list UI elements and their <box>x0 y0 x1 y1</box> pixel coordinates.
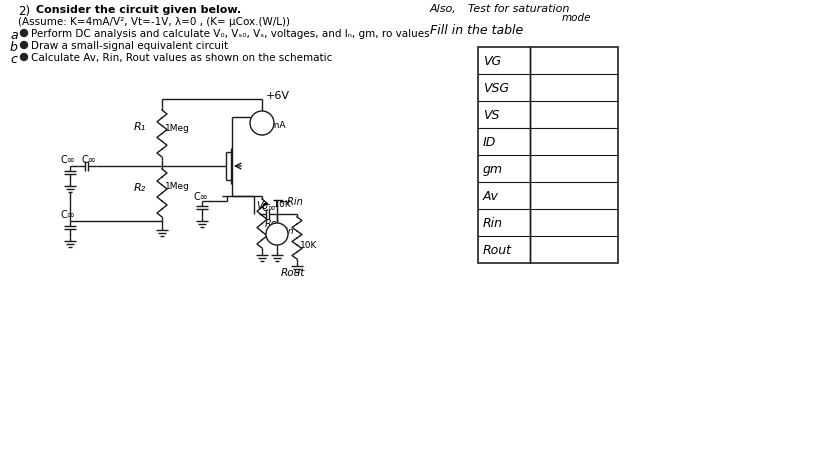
Text: Av: Av <box>483 190 499 202</box>
Text: ← 10K: ← 10K <box>263 200 291 208</box>
Text: ID: ID <box>483 136 496 149</box>
Text: mode: mode <box>562 13 591 23</box>
Text: R₂: R₂ <box>134 183 147 193</box>
Text: C∞: C∞ <box>61 155 75 165</box>
Text: 10K: 10K <box>300 241 318 249</box>
Text: a: a <box>10 29 18 42</box>
Circle shape <box>266 224 288 246</box>
Text: (Assume: K=4mA/V², Vt=-1V, λ=0 , (K= μCox.(W/L)): (Assume: K=4mA/V², Vt=-1V, λ=0 , (K= μCo… <box>18 17 290 27</box>
Text: ~: ~ <box>273 230 283 241</box>
Bar <box>478 48 618 263</box>
Text: gm: gm <box>483 162 503 176</box>
Circle shape <box>250 112 274 136</box>
Text: Rout: Rout <box>483 243 512 257</box>
Text: 2): 2) <box>18 5 30 18</box>
Text: C∞: C∞ <box>262 202 277 213</box>
Text: Calculate Av, Rin, Rout values as shown on the schematic: Calculate Av, Rin, Rout values as shown … <box>31 53 333 63</box>
Circle shape <box>20 54 28 62</box>
Text: vin: vin <box>280 226 294 235</box>
Text: +6V: +6V <box>266 91 290 101</box>
Text: VS: VS <box>483 109 500 122</box>
Text: C∞: C∞ <box>61 210 75 219</box>
Circle shape <box>20 42 28 50</box>
Text: Fill in the table: Fill in the table <box>430 24 523 37</box>
Circle shape <box>20 30 28 38</box>
Text: Perform DC analysis and calculate V₀, Vₛ₀, Vₛ, voltages, and Iₙ, gm, ro values: Perform DC analysis and calculate V₀, Vₛ… <box>31 29 430 39</box>
Text: Draw a small-signal equivalent circuit: Draw a small-signal equivalent circuit <box>31 41 229 51</box>
Text: Consider the circuit given below.: Consider the circuit given below. <box>36 5 241 15</box>
Text: R₁: R₁ <box>134 122 147 132</box>
Text: Also,: Also, <box>430 4 457 14</box>
Text: Vo: Vo <box>256 201 268 211</box>
Text: 2mA: 2mA <box>265 121 286 130</box>
Text: 1Meg: 1Meg <box>165 182 190 190</box>
Text: 1.5K: 1.5K <box>265 231 285 241</box>
Text: Rout: Rout <box>281 268 305 277</box>
Text: ←Rin: ←Rin <box>280 196 304 207</box>
Text: VG: VG <box>483 55 501 68</box>
Text: VSG: VSG <box>483 82 509 95</box>
Text: Ro: Ro <box>265 218 278 229</box>
Text: c: c <box>10 53 17 66</box>
Text: 1Meg: 1Meg <box>165 124 190 133</box>
Text: C∞: C∞ <box>194 191 209 202</box>
Text: C∞: C∞ <box>81 155 96 165</box>
Text: Rin: Rin <box>483 217 503 230</box>
Text: Test for saturation: Test for saturation <box>468 4 569 14</box>
Text: b: b <box>10 41 18 54</box>
